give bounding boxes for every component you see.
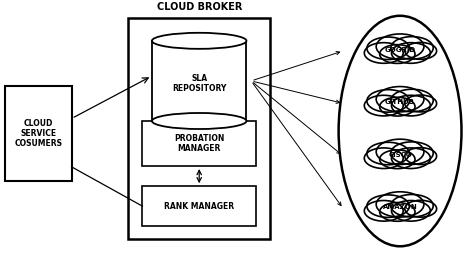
- Circle shape: [405, 200, 437, 217]
- Circle shape: [392, 95, 430, 116]
- Text: GITHUB: GITHUB: [385, 99, 415, 105]
- FancyBboxPatch shape: [143, 121, 256, 166]
- FancyBboxPatch shape: [152, 41, 246, 121]
- Circle shape: [405, 148, 437, 164]
- Circle shape: [380, 45, 415, 63]
- Text: SLA
REPOSITORY: SLA REPOSITORY: [172, 74, 227, 93]
- Circle shape: [380, 97, 415, 116]
- Circle shape: [391, 195, 433, 217]
- Circle shape: [392, 148, 430, 169]
- Circle shape: [367, 142, 410, 165]
- Circle shape: [365, 43, 403, 63]
- FancyBboxPatch shape: [143, 186, 256, 226]
- Circle shape: [392, 43, 430, 63]
- Circle shape: [376, 34, 424, 59]
- Circle shape: [376, 139, 424, 164]
- Circle shape: [392, 200, 430, 221]
- Circle shape: [365, 200, 403, 221]
- Circle shape: [380, 150, 415, 169]
- Circle shape: [391, 89, 433, 112]
- Circle shape: [365, 148, 403, 169]
- Circle shape: [405, 42, 437, 59]
- Circle shape: [391, 142, 433, 164]
- Ellipse shape: [152, 33, 246, 49]
- Text: CLOUD
SERVICE
COSUMERS: CLOUD SERVICE COSUMERS: [15, 119, 63, 149]
- Text: AMAZON: AMAZON: [383, 205, 418, 210]
- Text: CISCO: CISCO: [388, 152, 412, 158]
- Circle shape: [405, 95, 437, 112]
- Text: PROBATION
MANAGER: PROBATION MANAGER: [174, 134, 224, 153]
- Circle shape: [391, 36, 433, 59]
- Ellipse shape: [338, 16, 462, 246]
- Text: GOGRID: GOGRID: [384, 47, 416, 53]
- FancyBboxPatch shape: [5, 86, 72, 181]
- Text: CLOUD BROKER: CLOUD BROKER: [156, 2, 242, 12]
- Circle shape: [376, 87, 424, 112]
- Circle shape: [380, 203, 415, 221]
- Circle shape: [367, 195, 410, 217]
- Ellipse shape: [152, 113, 246, 129]
- Text: RANK MANAGER: RANK MANAGER: [164, 202, 234, 211]
- FancyBboxPatch shape: [128, 18, 270, 239]
- Circle shape: [365, 95, 403, 116]
- Circle shape: [367, 90, 410, 112]
- Circle shape: [367, 37, 410, 60]
- Circle shape: [376, 192, 424, 217]
